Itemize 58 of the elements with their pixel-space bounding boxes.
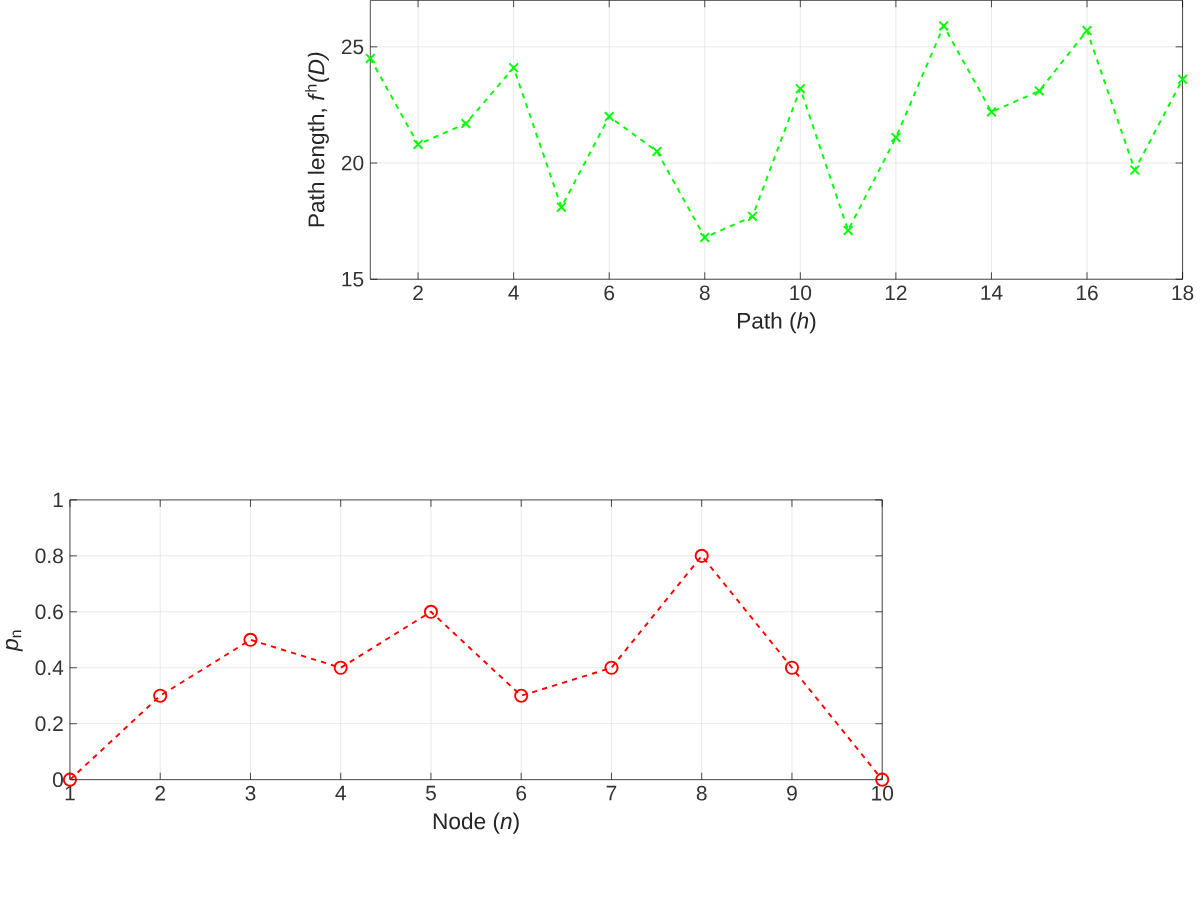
y-tick-label: 15: [342, 272, 364, 287]
point: [365, 53, 376, 64]
y-tick-label: 0: [52, 772, 63, 788]
x-tick-label: 10: [790, 285, 812, 301]
point: [333, 660, 348, 676]
x-tick-label: 8: [699, 285, 710, 301]
x-tick-label: 1: [65, 786, 75, 801]
point: [651, 146, 663, 157]
x-tick-label: 7: [606, 786, 617, 801]
x-axis-title: Node (n): [433, 812, 519, 834]
y-tick-label: 0.4: [35, 660, 64, 676]
y-tick-label: 0.6: [35, 604, 63, 620]
point: [1129, 164, 1141, 176]
point: [508, 62, 519, 74]
point: [699, 232, 711, 243]
point: [556, 202, 567, 213]
point: [842, 225, 854, 236]
x-tick-label: 2: [155, 786, 165, 801]
y-axis-title: p$_{n}$: [5, 630, 23, 652]
point: [890, 132, 902, 143]
y-tick-label: 0.8: [35, 548, 63, 564]
y-tick-label: 1: [53, 492, 63, 508]
point: [243, 632, 258, 648]
y-tick-label: 0.2: [35, 716, 63, 732]
point: [1177, 74, 1188, 85]
x-tick-label: 14: [981, 285, 1003, 300]
point: [153, 688, 168, 704]
y-tick-label: 25: [341, 39, 364, 55]
x-tick-label: 6: [604, 285, 615, 301]
x-tick-label: 16: [1076, 285, 1098, 301]
x-tick-label: 8: [696, 786, 707, 801]
x-axis-title: Path (h): [737, 312, 816, 334]
x-tick-label: 2: [413, 285, 423, 301]
point: [423, 604, 439, 620]
x-tick-label: 18: [1172, 285, 1194, 301]
point: [784, 660, 800, 676]
point: [1081, 25, 1093, 37]
point: [1033, 85, 1045, 97]
point: [603, 111, 615, 123]
x-tick-label: 10: [872, 786, 894, 801]
x-tick-label: 12: [885, 285, 907, 301]
y-tick-label: 20: [341, 155, 364, 171]
point: [694, 549, 709, 564]
x-tick-label: 3: [245, 786, 256, 801]
point: [747, 211, 758, 222]
x-tick-label: 9: [787, 786, 797, 801]
x-tick-label: 4: [335, 786, 346, 801]
point: [938, 20, 949, 32]
x-tick-label: 5: [425, 786, 436, 801]
point: [795, 83, 806, 95]
point: [986, 106, 997, 118]
y-axis-title: Path length, f$^{h}$(D): [305, 53, 329, 227]
point: [514, 688, 529, 704]
point: [460, 118, 472, 130]
x-tick-label: 4: [508, 285, 519, 300]
point: [604, 660, 619, 676]
x-tick-label: 6: [516, 786, 527, 801]
point: [412, 139, 424, 150]
